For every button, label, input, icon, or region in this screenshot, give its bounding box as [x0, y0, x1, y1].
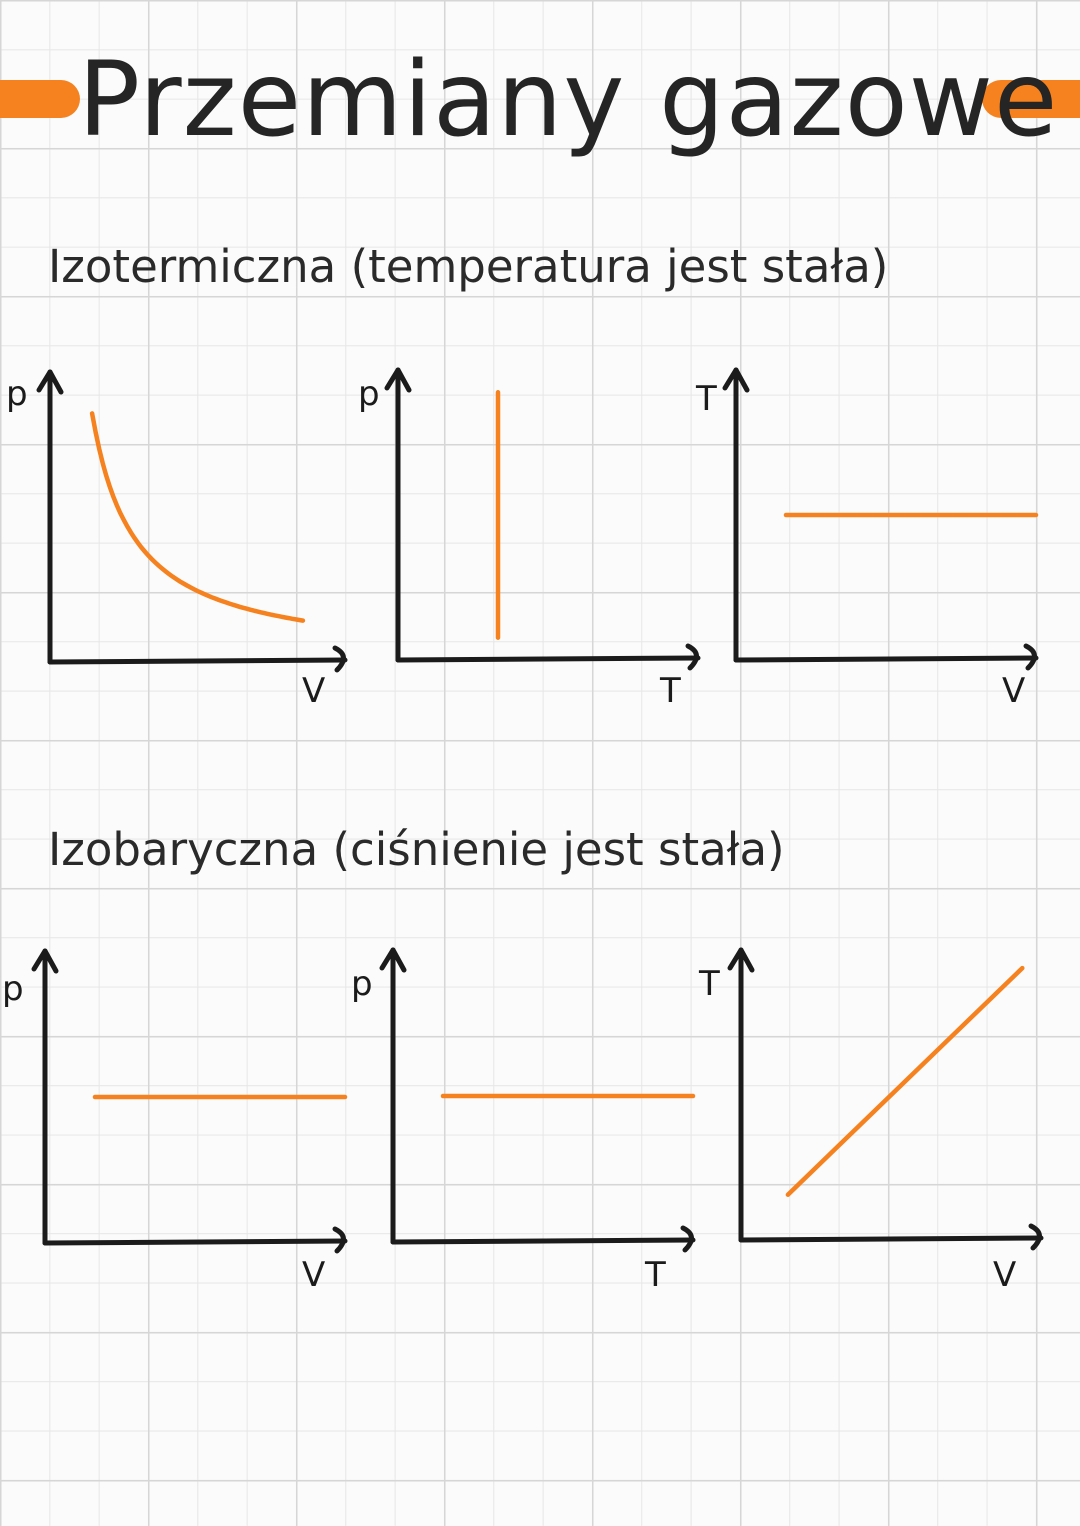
- chart-isothermal-p-t: pT: [358, 367, 701, 711]
- y-axis-label: T: [695, 379, 717, 419]
- x-axis-arrow: [680, 1225, 694, 1253]
- x-axis-label: V: [302, 1255, 325, 1295]
- x-axis: [733, 655, 1039, 663]
- y-axis-label: p: [351, 964, 373, 1004]
- x-axis-arrow: [685, 643, 699, 671]
- chart-isobaric-p-v: pV: [2, 948, 348, 1295]
- y-axis-arrow: [722, 367, 750, 393]
- y-axis-arrow: [36, 369, 64, 395]
- y-axis-label: T: [698, 964, 720, 1004]
- x-axis: [42, 1238, 348, 1246]
- x-axis-arrow: [1023, 643, 1037, 671]
- chart-isobaric-p-t: pT: [351, 947, 696, 1295]
- x-axis-arrow: [332, 645, 346, 673]
- section-title-isobaric: Izobaryczna (ciśnienie jest stała): [48, 823, 785, 876]
- title-accent-bar-right: [982, 80, 1080, 118]
- x-axis: [47, 657, 348, 665]
- y-axis-arrow: [727, 947, 755, 973]
- y-axis-arrow: [379, 947, 407, 973]
- x-axis: [390, 1237, 696, 1245]
- x-axis-label: T: [659, 671, 681, 711]
- y-axis-label: p: [6, 374, 28, 414]
- data-series-line: [785, 965, 1025, 1197]
- title-accent-bar-left: [0, 80, 80, 118]
- data-series-line: [89, 411, 306, 623]
- x-axis: [738, 1235, 1044, 1243]
- x-axis-label: T: [644, 1255, 666, 1295]
- x-axis-label: V: [993, 1255, 1016, 1295]
- y-axis-label: p: [2, 969, 24, 1009]
- x-axis-arrow: [1028, 1223, 1042, 1251]
- chart-isothermal-t-v: TV: [695, 367, 1039, 711]
- page-title: Przemiany gazowe: [78, 40, 1059, 160]
- section-title-isothermal: Izotermiczna (temperatura jest stała): [48, 240, 889, 293]
- chart-isobaric-t-v: TV: [698, 947, 1044, 1295]
- y-axis-arrow: [384, 367, 412, 393]
- x-axis-label: V: [1002, 671, 1025, 711]
- y-axis-arrow: [31, 948, 59, 974]
- x-axis: [395, 655, 701, 663]
- chart-isothermal-p-v: pV: [6, 369, 348, 711]
- x-axis-arrow: [332, 1226, 346, 1254]
- x-axis-label: V: [302, 671, 325, 711]
- y-axis-label: p: [358, 374, 380, 414]
